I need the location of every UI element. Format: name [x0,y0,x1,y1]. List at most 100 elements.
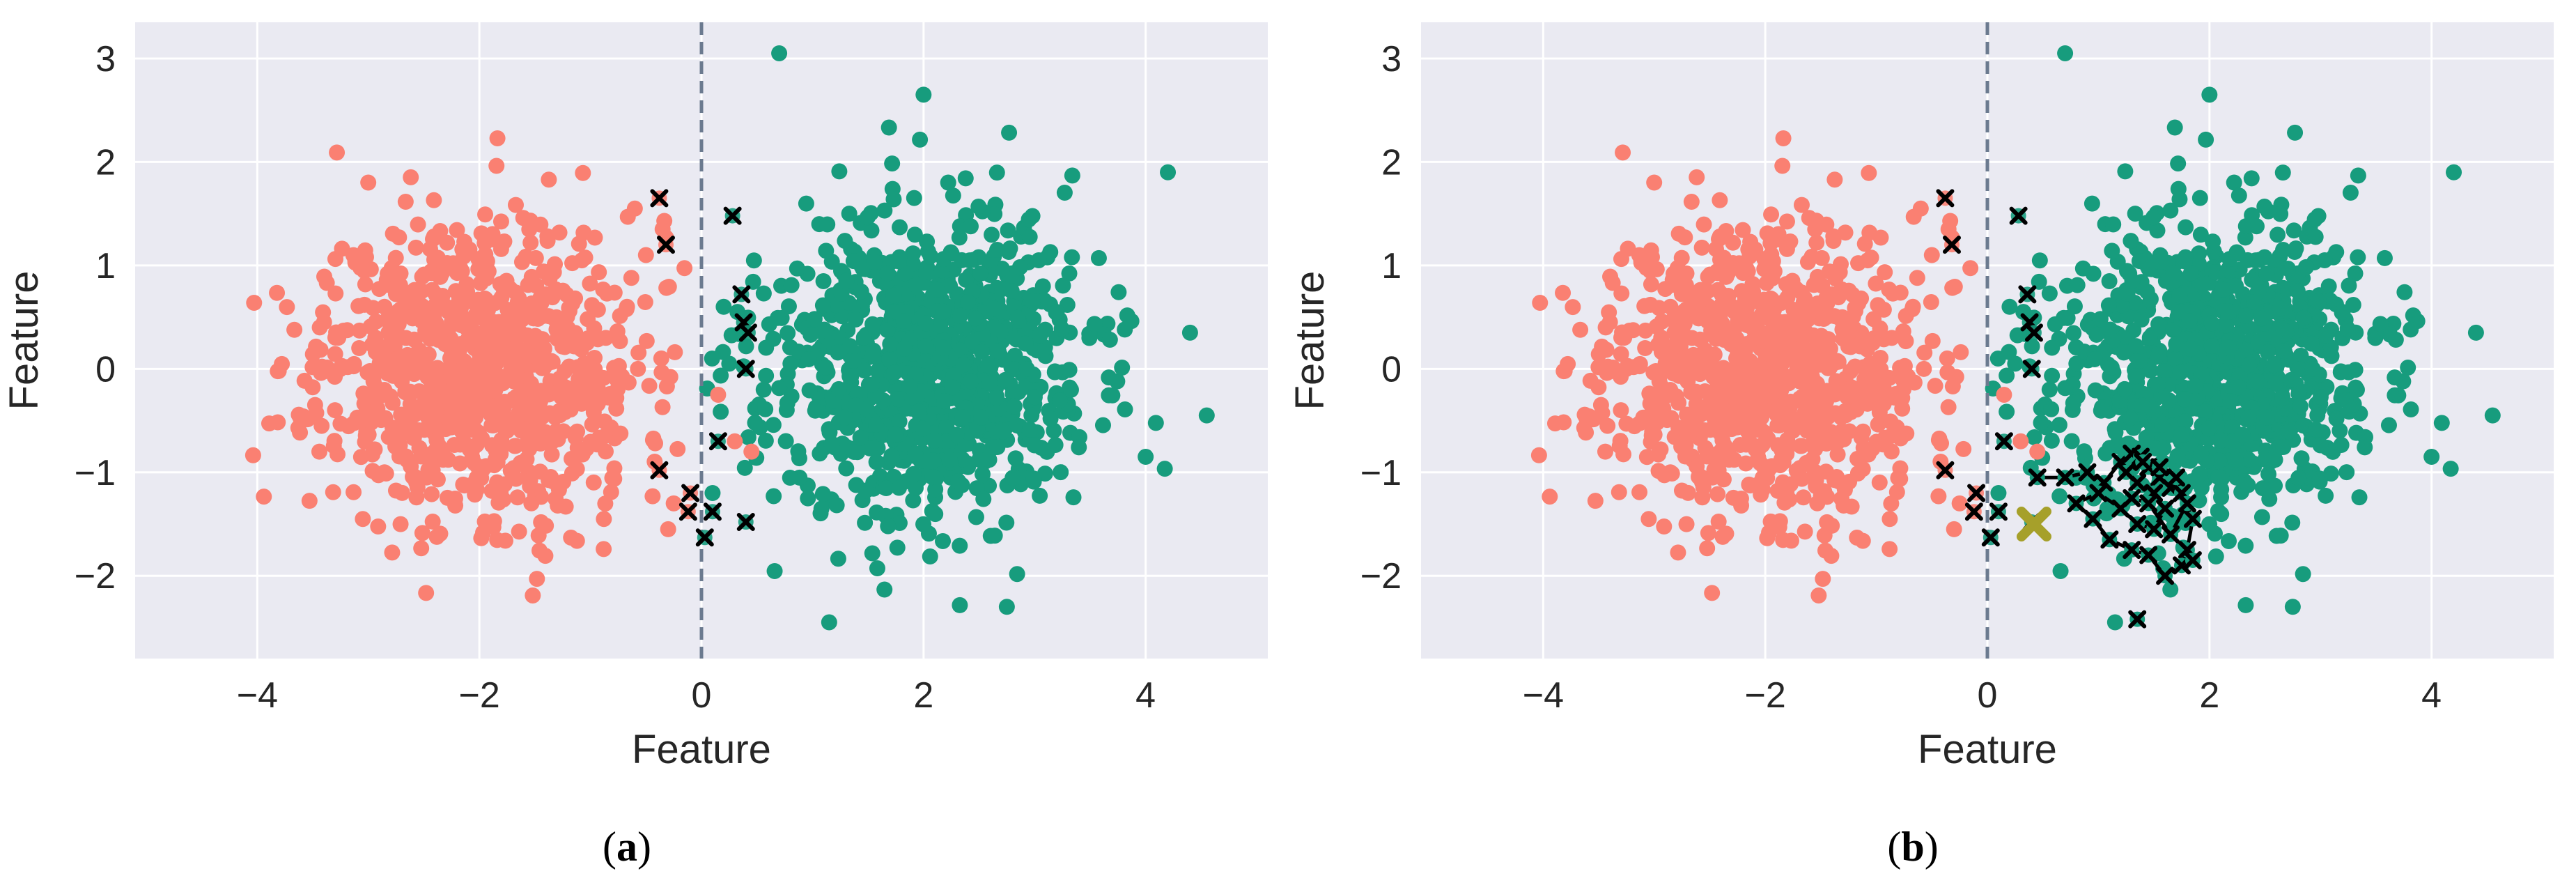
data-point [876,581,893,598]
data-point [2265,357,2282,374]
data-point [447,380,463,397]
data-point [1825,228,1842,245]
data-point [885,191,902,208]
data-point [1692,421,1709,438]
data-point [1683,294,1700,311]
data-point [2260,466,2277,482]
data-point [2403,321,2419,338]
data-point [391,448,408,465]
trajectory-cross [2145,520,2164,539]
data-point [1061,362,1078,378]
data-point [961,252,978,269]
data-point [2116,344,2132,361]
data-point [246,295,263,312]
data-point [1863,393,1879,410]
data-point [1032,328,1048,344]
data-point [429,249,446,266]
data-point [1065,489,1082,506]
data-point [2196,403,2213,420]
data-point [988,164,1005,181]
data-point [313,417,330,434]
data-point [410,402,427,419]
data-point [2171,191,2188,208]
data-point [919,233,936,250]
data-point [713,403,729,420]
data-point [986,318,1002,335]
data-point [2100,297,2117,314]
data-point [2123,233,2139,249]
data-point [1532,295,1549,312]
data-point [424,486,440,502]
data-point [954,409,971,426]
data-point [1659,348,1675,364]
data-point [1871,474,1888,491]
data-point [467,307,483,324]
data-point [2092,311,2109,328]
data-point [489,353,506,369]
data-point [245,447,261,463]
panel-caption-open: ( [603,824,616,870]
data-point [408,239,424,256]
data-point [362,261,379,277]
data-point [618,301,635,318]
data-point [1659,409,1676,426]
data-point [2350,167,2366,184]
y-tick-label: −2 [75,556,116,597]
data-point [397,294,414,311]
data-point [1042,410,1059,427]
data-point [408,345,425,362]
data-point [1940,221,1957,238]
data-point [927,506,944,523]
data-point [1026,389,1043,406]
data-point [704,484,721,501]
data-point [912,131,929,148]
data-point [1775,474,1792,491]
data-point [2260,344,2276,360]
data-point [906,190,922,206]
data-point [1796,406,1813,422]
data-point [1689,169,1705,185]
data-point [485,518,502,535]
data-point [975,466,991,482]
data-point [654,221,671,238]
data-point [2253,310,2270,327]
data-point [304,359,321,376]
data-point [2303,335,2320,352]
data-point [2213,506,2230,523]
data-point [2221,339,2237,356]
data-point [357,405,374,422]
data-point [891,413,908,430]
data-point [929,281,945,298]
data-point [522,234,539,251]
data-point [2012,433,2029,449]
data-point [564,450,580,467]
data-point [645,430,662,447]
trajectory-cross [2078,463,2097,482]
data-point [1669,260,1686,277]
data-point [2322,292,2338,309]
data-point [2052,563,2069,580]
data-point [390,316,407,332]
data-point [525,436,542,452]
data-point [2292,347,2309,364]
data-point [1884,443,1900,460]
data-point [2372,316,2389,332]
data-point [304,346,321,362]
data-point [325,438,342,454]
data-point [416,266,433,283]
data-point [478,259,495,276]
data-point [1055,277,1071,294]
data-point [1741,476,1758,493]
data-point [2267,375,2284,392]
data-point [2102,321,2118,338]
y-axis-label: Feature [1,271,47,410]
data-point [862,440,878,457]
data-point [2357,439,2373,456]
data-point [474,293,491,309]
data-point [863,222,880,239]
data-point [2172,364,2189,381]
data-point [1708,330,1725,347]
data-point [743,443,760,460]
data-point [1793,197,1810,213]
data-point [1590,346,1607,362]
